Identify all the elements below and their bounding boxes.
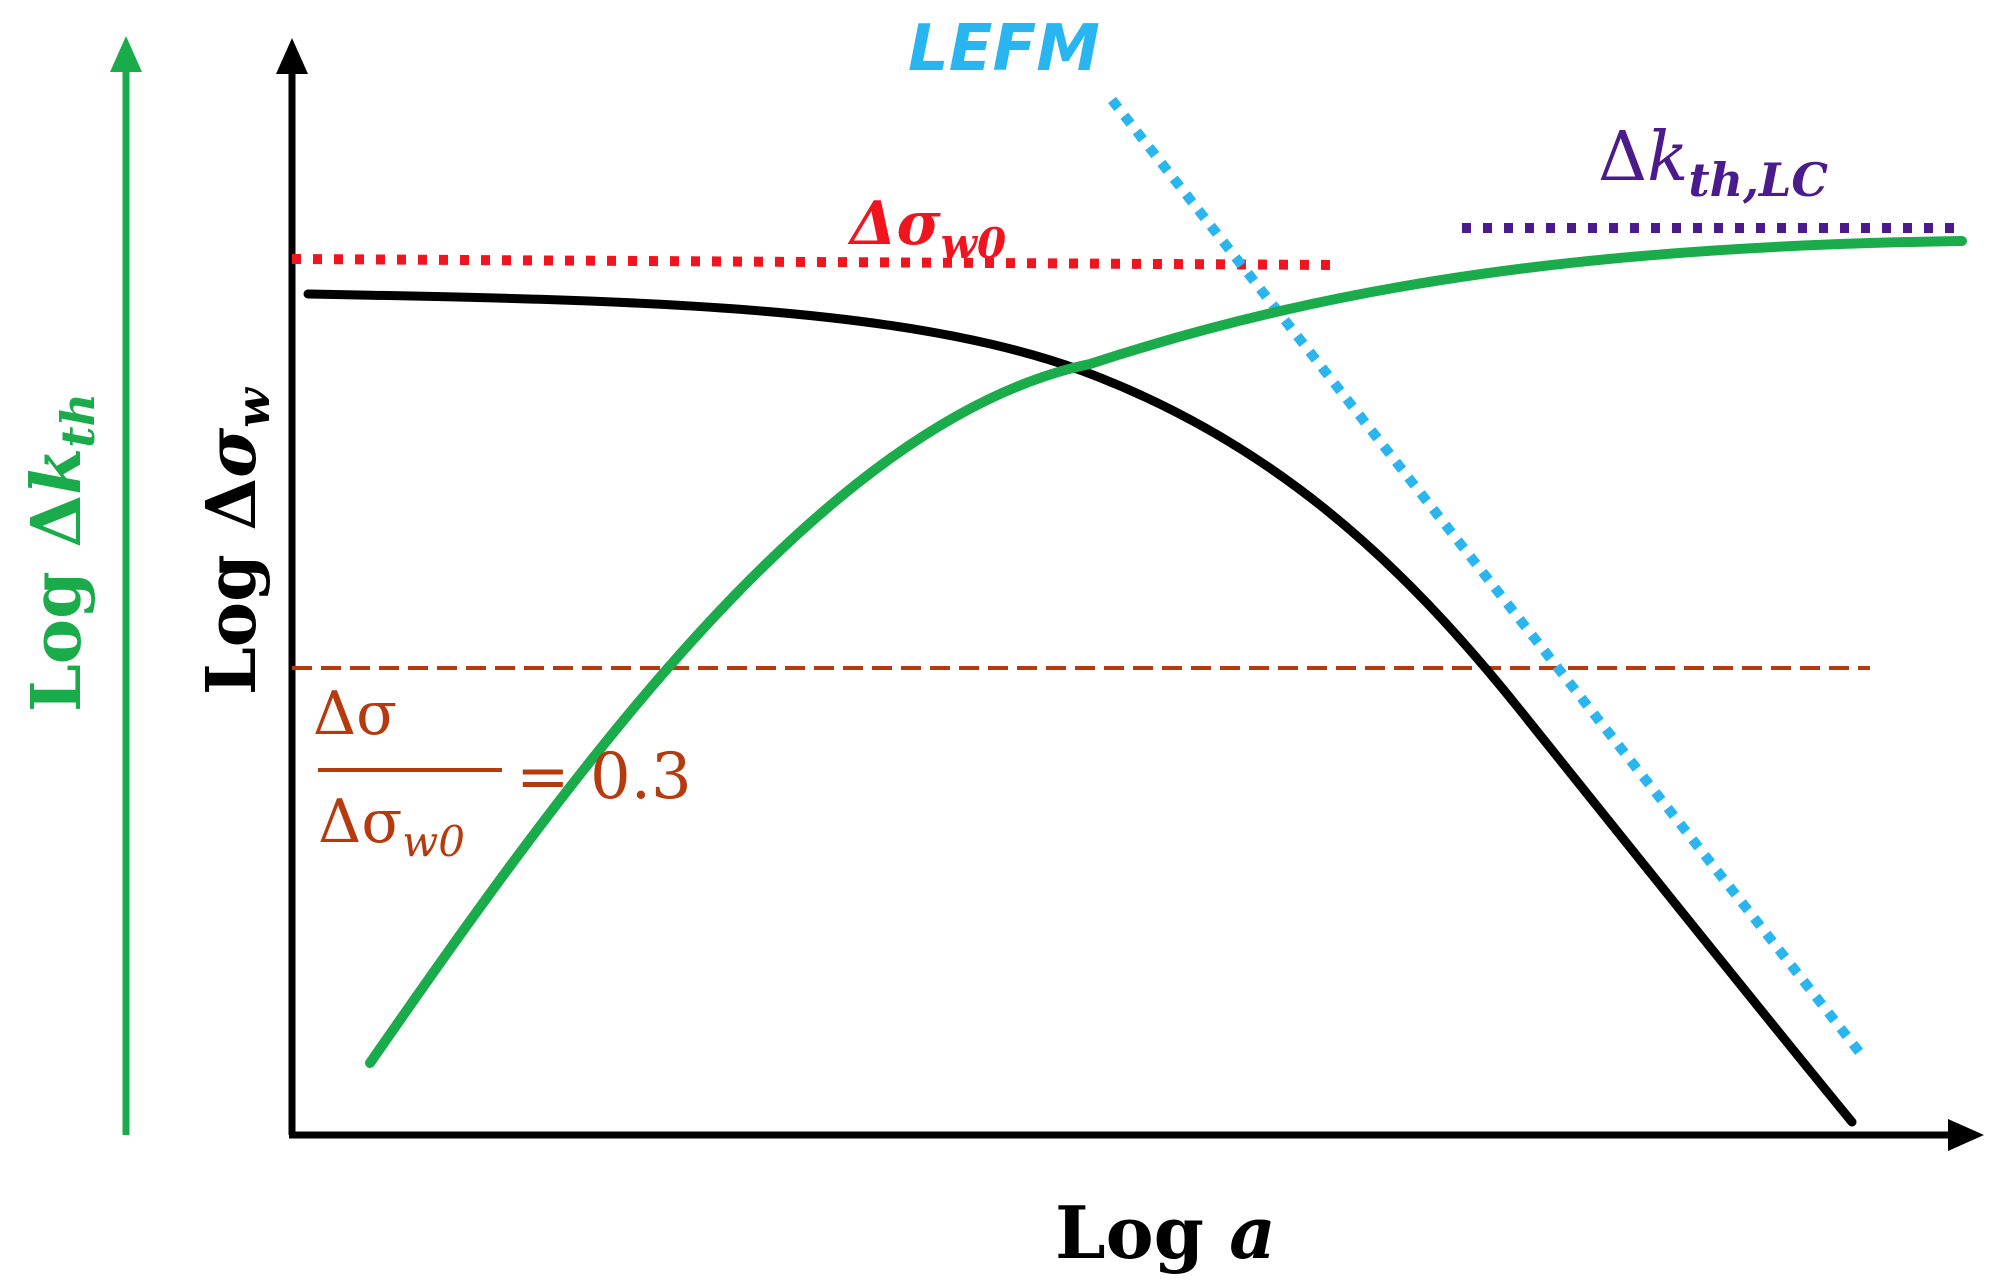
y-axis-label: Log Δσw — [192, 387, 280, 695]
ratio-equals-value: = 0.3 — [516, 740, 692, 814]
sigma-w0-symbol: Δσ — [847, 189, 942, 259]
kth-lc-symbol: k — [1647, 118, 1688, 197]
x-axis-label-symbol: a — [1229, 1190, 1276, 1275]
kth-axis-label-prefix: Log Δ — [17, 495, 97, 712]
kth-axis-label-subscript: th — [51, 393, 105, 448]
x-axis-label-prefix: Log — [1055, 1190, 1229, 1275]
threshold-curve — [365, 236, 1967, 1068]
y-axis-arrowhead — [276, 38, 308, 74]
y-axis-label-prefix: Log Δ — [192, 478, 272, 695]
kth-lc-label: Δkth,LC — [1598, 118, 1828, 207]
y-axis-label-subscript: w — [226, 387, 280, 428]
lefm-line — [1108, 96, 1868, 1062]
kth-lc-prefix: Δ — [1598, 118, 1647, 197]
sigma-w0-label: Δσw0 — [847, 189, 1006, 268]
ratio-denominator-subscript: w0 — [402, 817, 465, 866]
ratio-denominator: Δσw0 — [318, 787, 465, 866]
x-axis-label: Log a — [1055, 1190, 1276, 1275]
kth-axis-label: Log Δkth — [17, 393, 105, 712]
lefm-label: LEFM — [908, 12, 1100, 86]
ratio-label: Δσ Δσw0 = 0.3 — [313, 679, 692, 866]
x-axis-arrowhead — [1948, 1119, 1984, 1151]
kth-lc-subscript: th,LC — [1688, 153, 1828, 207]
sigma-w0-subscript: w0 — [941, 219, 1006, 268]
kth-axis-arrowhead — [110, 36, 142, 72]
ratio-denominator-symbol: Δσ — [318, 787, 402, 857]
kth-axis-label-symbol: k — [17, 448, 97, 495]
ratio-numerator: Δσ — [313, 679, 397, 749]
y-axis-label-symbol: σ — [192, 427, 272, 478]
fatigue-limit-curve — [303, 289, 1857, 1127]
sigma-w0-line — [291, 254, 1339, 270]
